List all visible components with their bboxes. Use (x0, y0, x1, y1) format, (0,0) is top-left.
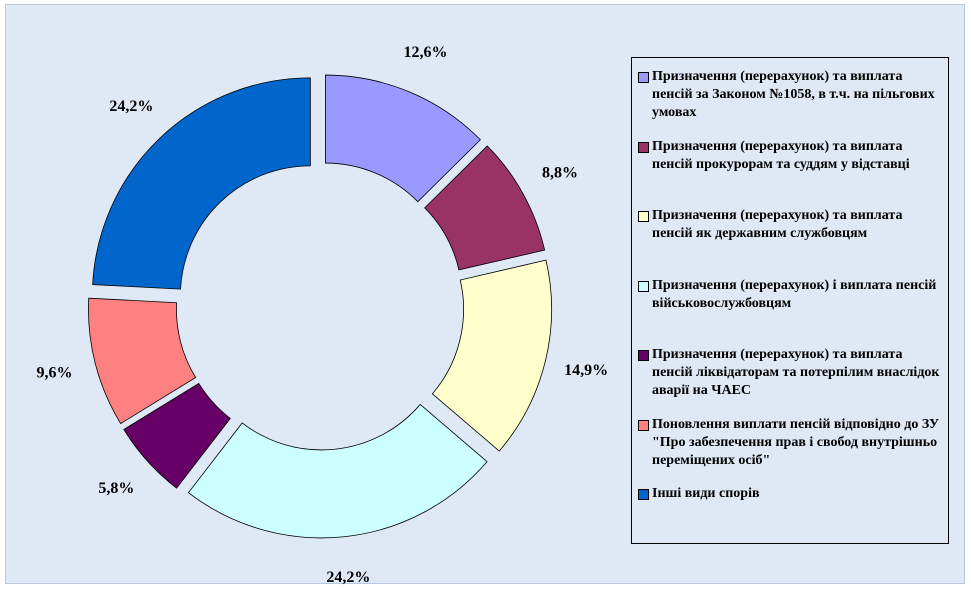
legend-item: Призначення (перерахунок) та виплата пен… (638, 68, 944, 122)
legend-item: Призначення (перерахунок) і виплата пенс… (638, 277, 944, 313)
legend-swatch (638, 489, 649, 500)
data-label: 8,8% (542, 164, 578, 181)
legend-swatch (638, 141, 649, 153)
data-label: 24,2% (326, 569, 370, 586)
legend-label: Призначення (перерахунок) та виплата пен… (652, 69, 935, 120)
legend: Призначення (перерахунок) та виплата пен… (631, 57, 949, 544)
legend-item: Поновлення виплати пенсій відповідно до … (638, 416, 944, 470)
data-label: 5,8% (98, 480, 134, 497)
legend-swatch (638, 419, 649, 431)
data-label: 24,2% (109, 98, 153, 115)
slice (187, 403, 488, 539)
data-label: 14,9% (564, 362, 608, 379)
legend-swatch (638, 72, 649, 83)
data-label: 12,6% (404, 44, 448, 61)
legend-item: Призначення (перерахунок) та виплата пен… (638, 346, 944, 400)
slice (431, 259, 552, 452)
legend-label: Призначення (перерахунок) та виплата пен… (652, 208, 903, 241)
slice (324, 74, 481, 203)
legend-label: Інші види спорів (652, 486, 760, 501)
legend-label: Призначення (перерахунок) та виплата пен… (652, 347, 940, 398)
legend-item: Призначення (перерахунок) та виплата пен… (638, 138, 944, 174)
legend-item: Призначення (перерахунок) та виплата пен… (638, 207, 944, 243)
legend-swatch (638, 280, 649, 292)
slice (123, 382, 231, 489)
slice (88, 297, 197, 425)
legend-item: Інші види спорів (638, 485, 944, 503)
legend-label: Призначення (перерахунок) та виплата пен… (652, 138, 910, 172)
legend-label: Призначення (перерахунок) і виплата пенс… (652, 277, 937, 311)
slice (424, 145, 546, 271)
legend-swatch (638, 350, 649, 361)
legend-label: Поновлення виплати пенсій відповідно до … (652, 416, 940, 468)
legend-swatch (638, 211, 649, 222)
data-label: 9,6% (36, 364, 72, 381)
slice (92, 77, 311, 290)
